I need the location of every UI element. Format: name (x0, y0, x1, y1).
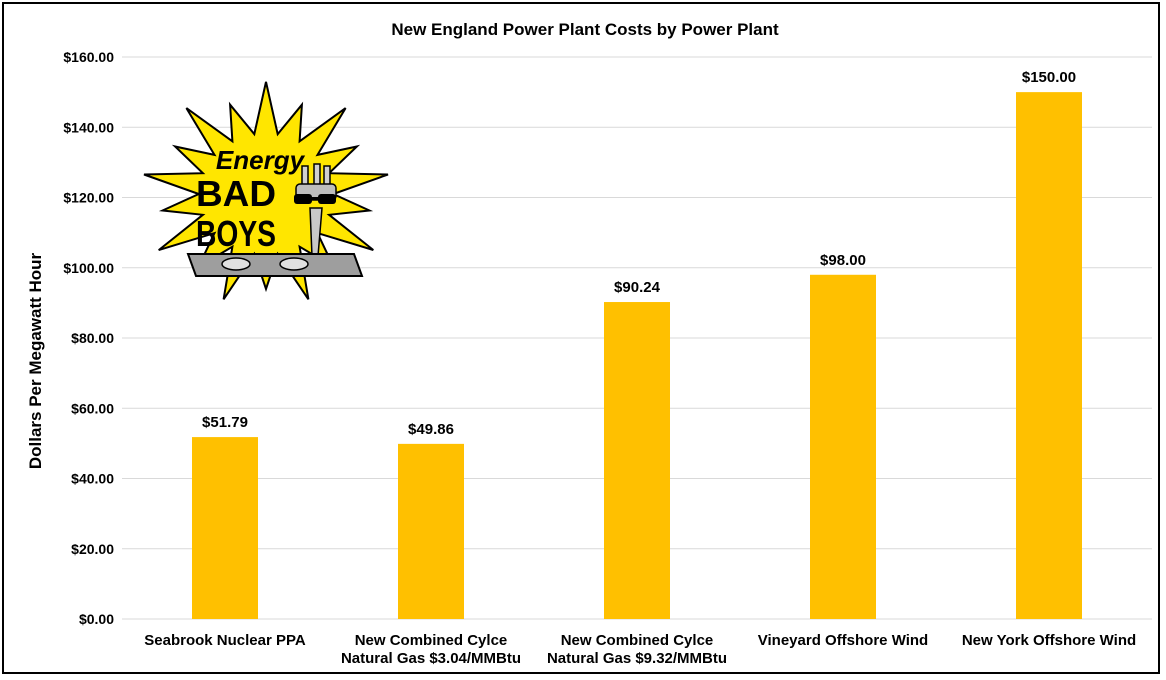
y-tick-label: $20.00 (71, 541, 114, 557)
starburst-shape (143, 81, 389, 300)
category-label: New Combined Cylce Natural Gas $9.32/MMBt… (547, 632, 727, 667)
y-tick-label: $40.00 (71, 471, 114, 487)
y-axis-label: Dollars Per Megawatt Hour (26, 252, 45, 469)
data-label: $98.00 (820, 252, 866, 269)
bar (398, 443, 464, 619)
data-labels: $51.79 $49.86 $90.24 $98.00 $150.00 (202, 69, 1076, 438)
energy-bad-boys-logo: Energy BAD BOYS (143, 81, 389, 300)
data-label: $90.24 (614, 279, 661, 296)
category-label-line: Natural Gas $3.04/MMBtu (341, 650, 521, 667)
bars (192, 92, 1082, 619)
y-tick-label: $60.00 (71, 400, 114, 416)
data-label: $150.00 (1022, 69, 1076, 86)
outlet-plate (186, 253, 364, 277)
y-tick-label: $120.00 (63, 190, 114, 206)
data-label: $49.86 (408, 421, 454, 438)
logo-word-energy: Energy (216, 145, 306, 175)
category-label-line: Vineyard Offshore Wind (758, 632, 928, 649)
y-tick-label: $140.00 (63, 119, 114, 135)
logo-word-bad: BAD (196, 173, 276, 214)
bar (604, 302, 670, 619)
category-label-line: Seabrook Nuclear PPA (144, 632, 306, 649)
chart-title: New England Power Plant Costs by Power P… (391, 20, 779, 39)
y-tick-label: $100.00 (63, 260, 114, 276)
category-label-line: Natural Gas $9.32/MMBtu (547, 650, 727, 667)
bar (1016, 92, 1082, 619)
y-tick-label: $160.00 (63, 49, 114, 65)
category-label-line: New York Offshore Wind (962, 632, 1136, 649)
data-label: $51.79 (202, 414, 248, 431)
category-label-line: New Combined Cylce (561, 632, 714, 649)
logo-word-boys: BOYS (196, 213, 276, 254)
category-label: New York Offshore Wind (962, 632, 1136, 649)
y-tick-label: $0.00 (79, 611, 114, 627)
category-label: Seabrook Nuclear PPA (144, 632, 306, 649)
plug-with-sunglasses-icon (294, 163, 337, 257)
category-label: New Combined Cylce Natural Gas $3.04/MMBt… (341, 632, 521, 667)
y-tick-labels: $0.00 $20.00 $40.00 $60.00 $80.00 $100.00 $120… (63, 49, 114, 627)
category-label: Vineyard Offshore Wind (758, 632, 928, 649)
bar-chart: New England Power Plant Costs by Power P… (26, 20, 1152, 667)
bar (192, 437, 258, 619)
y-tick-label: $80.00 (71, 330, 114, 346)
category-label-line: New Combined Cylce (355, 632, 508, 649)
category-labels: Seabrook Nuclear PPA New Combined Cylce Na… (144, 632, 1136, 667)
bar (810, 274, 876, 619)
